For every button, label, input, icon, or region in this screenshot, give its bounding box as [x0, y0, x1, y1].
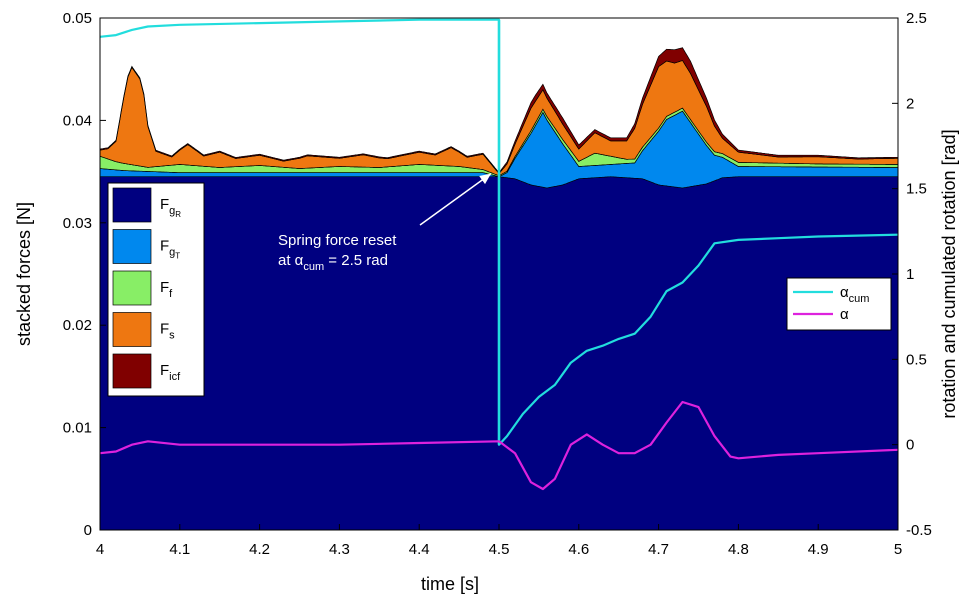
- legend-swatch: [112, 229, 152, 264]
- legend-swatch: [112, 270, 152, 306]
- legend-swatch: [112, 187, 152, 223]
- x-tick-label: 4: [96, 541, 104, 558]
- axes: 4 4.1 4.2 4.3 4.4 4.5 4.6 4.7 4.8 4.9 5 0 0.01 0.02 0.…: [63, 10, 932, 558]
- x-tick-label: 5: [894, 541, 902, 558]
- rotation-lines: [99, 18, 899, 491]
- x-axis-label: time [s]: [421, 574, 479, 594]
- y-left-tick-label: 0.02: [63, 317, 92, 334]
- legend-label: α: [840, 306, 849, 323]
- left-axis-label: stacked forces [N]: [14, 202, 34, 346]
- legend-label: FgR: [160, 196, 181, 219]
- annotation-line2: at αcum = 2.5 rad: [278, 252, 388, 273]
- line-alpha-cum: [99, 18, 899, 446]
- x-tick-label: 4.1: [169, 541, 190, 558]
- y-left-tick-label: 0.04: [63, 112, 92, 129]
- legend-label: Ff: [160, 279, 173, 300]
- legend-forces: FgR FgT Ff Fs Ficf: [107, 182, 205, 397]
- x-tick-label: 4.4: [409, 541, 430, 558]
- y-left-tick-label: 0: [84, 522, 92, 539]
- y-left-tick-label: 0.03: [63, 215, 92, 232]
- y-right-tick-label: -0.5: [906, 522, 932, 539]
- y-left-tick-label: 0.01: [63, 420, 92, 437]
- y-right-tick-label: 0: [906, 437, 914, 454]
- y-right-tick-label: 2: [906, 95, 914, 112]
- y-right-tick-label: 1: [906, 266, 914, 283]
- y-right-tick-label: 0.5: [906, 351, 927, 368]
- x-tick-label: 4.9: [808, 541, 829, 558]
- legend-label: Ficf: [160, 362, 181, 383]
- right-axis-label: rotation and cumulated rotation [rad]: [939, 129, 959, 418]
- y-right-tick-label: 1.5: [906, 181, 927, 198]
- x-tick-label: 4.5: [489, 541, 510, 558]
- x-tick-label: 4.8: [728, 541, 749, 558]
- legend-label: FgT: [160, 238, 180, 261]
- annotation-arrow: [419, 172, 492, 226]
- legend-swatch: [112, 353, 152, 389]
- y-right-tick-label: 2.5: [906, 10, 927, 27]
- annotation: Spring force reset at αcum = 2.5 rad: [278, 172, 492, 273]
- line-alpha: [99, 400, 899, 491]
- x-tick-label: 4.7: [648, 541, 669, 558]
- legend-label: αcum: [840, 284, 869, 305]
- annotation-arrowhead: [479, 173, 491, 185]
- legend-rotation-box: [786, 277, 892, 331]
- x-tick-label: 4.3: [329, 541, 350, 558]
- x-tick-label: 4.6: [568, 541, 589, 558]
- legend-swatch: [112, 312, 152, 347]
- annotation-line1: Spring force reset: [278, 232, 397, 249]
- x-tick-label: 4.2: [249, 541, 270, 558]
- legend-label: Fs: [160, 321, 175, 342]
- y-left-tick-label: 0.05: [63, 10, 92, 27]
